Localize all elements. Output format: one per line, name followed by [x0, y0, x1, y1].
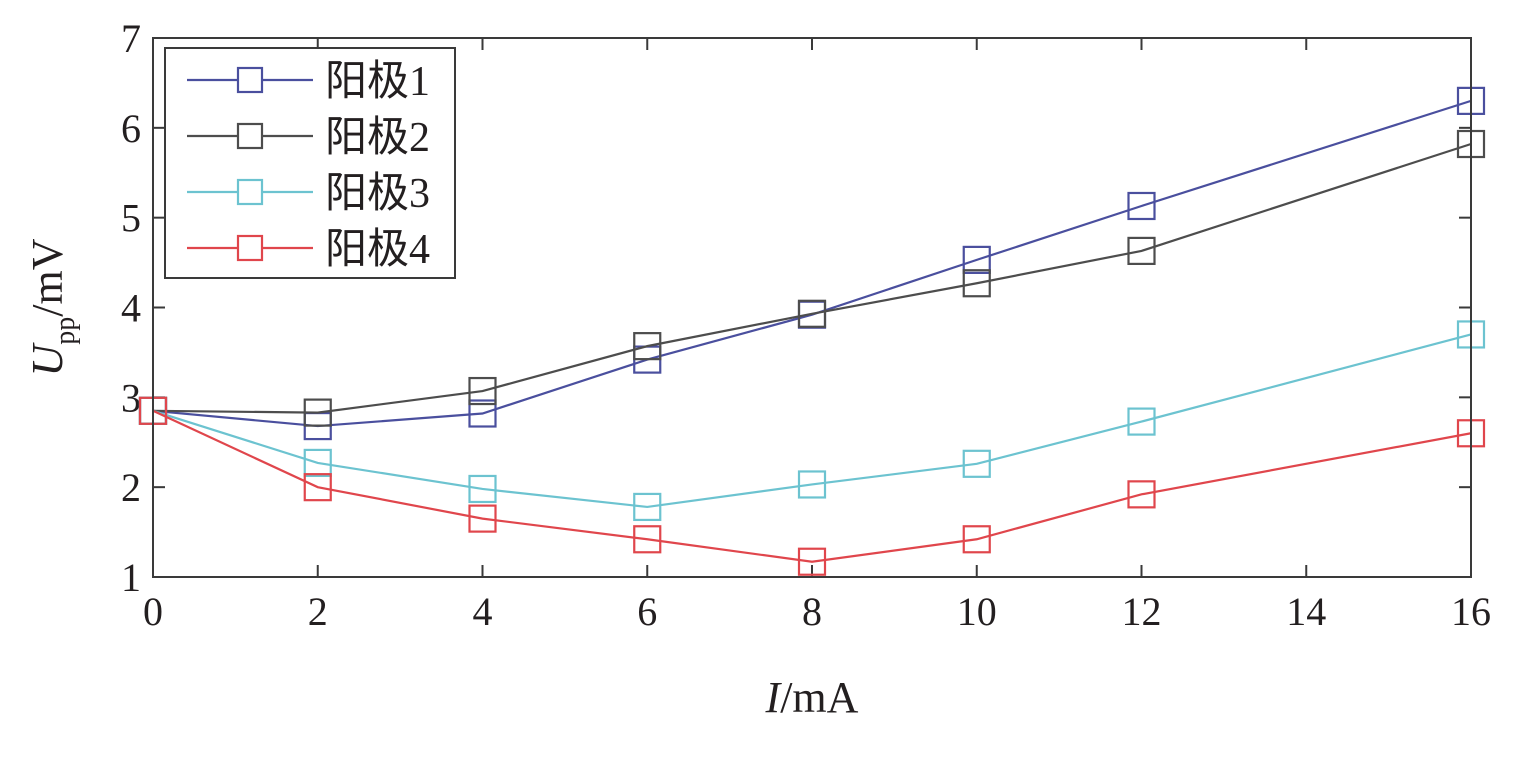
data-point-marker: [962, 245, 991, 274]
data-point-marker: [1127, 480, 1156, 509]
legend: 阳极1 阳极2 阳极3 阳极4: [164, 47, 456, 279]
data-point-marker: [1127, 191, 1156, 221]
y-axis-variable: U: [23, 342, 72, 377]
legend-label: 阳极1: [325, 59, 430, 105]
x-tick-label: 12: [1122, 589, 1162, 634]
series-3: [138, 320, 1486, 522]
data-point-marker: [633, 492, 662, 522]
series-line: [152, 409, 1472, 563]
data-point-marker: [303, 448, 332, 478]
data-point-marker: [962, 525, 991, 554]
legend-swatch-marker: [236, 178, 264, 206]
y-axis-title: Upp/mV: [23, 238, 81, 376]
y-tick-label: 7: [121, 16, 141, 61]
legend-entry: 阳极1: [187, 59, 430, 105]
legend-entry: 阳极2: [187, 115, 430, 161]
series-4: [138, 396, 1486, 576]
data-point-marker: [633, 332, 662, 361]
y-tick-label: 6: [121, 106, 141, 151]
data-point-marker: [468, 376, 497, 406]
y-tick-label: 3: [121, 375, 141, 420]
legend-box: [164, 47, 456, 279]
y-tick-label: 1: [121, 555, 141, 600]
series-line: [152, 142, 1472, 414]
legend-label: 阳极2: [325, 115, 430, 161]
x-tick-label: 8: [802, 589, 822, 634]
legend-label: 阳极4: [325, 227, 430, 273]
series-layer: [138, 86, 1486, 576]
x-tick-label: 14: [1286, 589, 1326, 634]
data-point-marker: [962, 449, 991, 478]
legend-swatch-marker: [236, 122, 264, 150]
data-point-marker: [797, 470, 827, 499]
data-point-marker: [468, 504, 497, 533]
x-axis-variable: I: [765, 673, 783, 722]
x-tick-label: 4: [473, 589, 493, 634]
x-axis-title: I/mA: [765, 673, 859, 722]
plot-frame: [152, 37, 1472, 578]
x-tick-label: 16: [1451, 589, 1491, 634]
data-point-marker: [1127, 407, 1156, 436]
data-point-marker: [468, 474, 497, 504]
data-point-marker: [633, 525, 662, 554]
data-point-marker: [303, 398, 332, 427]
data-point-marker: [468, 399, 497, 428]
legend-entry: 阳极3: [187, 171, 430, 217]
legend-label: 阳极3: [325, 171, 430, 217]
x-tick-label: 6: [637, 589, 657, 634]
series-line: [152, 333, 1472, 509]
y-axis-subscript: pp: [50, 317, 81, 345]
data-point-marker: [962, 269, 991, 298]
x-tick-label: 2: [308, 589, 328, 634]
y-axis-unit: /mV: [23, 238, 72, 316]
data-point-marker: [797, 547, 827, 576]
data-point-marker: [797, 299, 827, 328]
y-tick-label: 2: [121, 465, 141, 510]
x-tick-label: 0: [143, 589, 163, 634]
x-axis-unit: /mA: [780, 673, 858, 722]
legend-swatch-marker: [236, 66, 264, 94]
legend-entry: 阳极4: [187, 227, 430, 273]
x-tick-label: 10: [957, 589, 997, 634]
data-point-marker: [1127, 236, 1156, 266]
data-point-marker: [303, 473, 332, 502]
legend-swatch-marker: [236, 234, 264, 262]
series-line: [152, 99, 1472, 428]
y-tick-label: 4: [121, 286, 141, 331]
y-tick-label: 5: [121, 196, 141, 241]
